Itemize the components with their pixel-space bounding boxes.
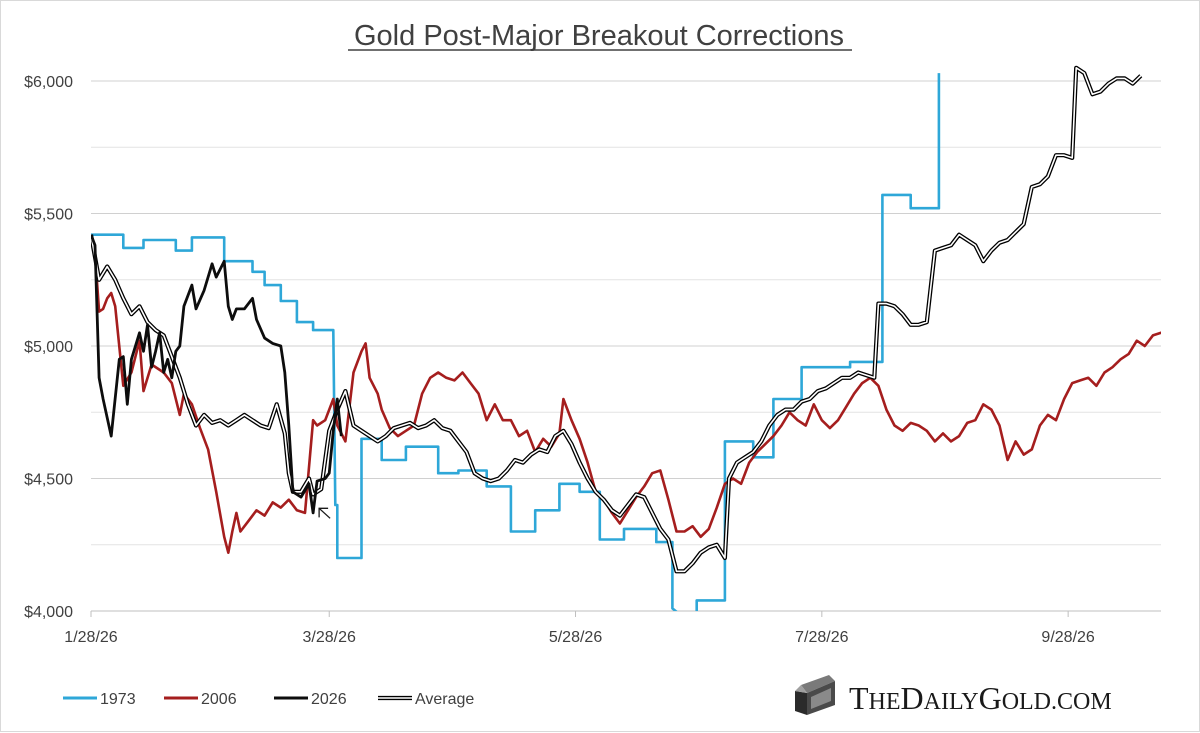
- y-tick-label: $6,000: [24, 74, 73, 91]
- annotations: [318, 507, 331, 519]
- annotation-arrow: [318, 507, 331, 519]
- brand-part2: AILY: [924, 689, 979, 715]
- x-axis-tick-labels: 1/28/26 3/28/26 5/28/26 7/28/26 9/28/26: [64, 611, 1095, 646]
- brand-part1: HE: [869, 689, 901, 715]
- series-average-line: [91, 67, 1142, 573]
- brand-d: D: [901, 680, 924, 716]
- x-tick-label: 7/28/26: [795, 629, 848, 646]
- y-tick-label: $4,500: [24, 472, 73, 489]
- x-tick-label: 3/28/26: [303, 629, 356, 646]
- brand-text: THEDAILYGOLD.COM: [849, 680, 1112, 716]
- legend-label: 2006: [201, 691, 237, 708]
- legend-label: Average: [415, 691, 474, 708]
- gridlines: [91, 80, 1161, 612]
- brand-watermark: THEDAILYGOLD.COM: [795, 675, 1112, 716]
- series-2026-line: [91, 234, 343, 515]
- x-tick-label: 9/28/26: [1041, 629, 1094, 646]
- legend-item-2006: 2006: [164, 691, 237, 708]
- legend-label: 2026: [311, 691, 347, 708]
- legend-item-2026: 2026: [274, 691, 347, 708]
- y-axis-tick-labels: $4,000 $4,500 $5,000 $5,500 $6,000: [24, 74, 73, 621]
- legend-item-1973: 1973: [63, 691, 136, 708]
- series-1973-line: [91, 73, 941, 611]
- brand-suffix: .COM: [1051, 689, 1112, 715]
- x-tick-label: 5/28/26: [549, 629, 602, 646]
- y-tick-label: $5,500: [24, 207, 73, 224]
- brand-g: G: [979, 680, 1002, 716]
- series-group: [91, 65, 1161, 611]
- brand-part3: OLD: [1002, 689, 1051, 715]
- series-average-line-outer: [91, 65, 1143, 574]
- legend-item-average: Average: [378, 691, 474, 708]
- brand-prefix: T: [849, 680, 869, 716]
- legend-label: 1973: [100, 691, 136, 708]
- chart-title: Gold Post-Major Breakout Corrections: [354, 20, 844, 52]
- x-tick-label: 1/28/26: [64, 629, 117, 646]
- y-tick-label: $5,000: [24, 339, 73, 356]
- y-tick-label: $4,000: [24, 604, 73, 621]
- series-2006-line: [91, 234, 1161, 555]
- legend: 1973 2006 2026 Average: [63, 691, 474, 708]
- gold-bar-logo-icon: [795, 675, 835, 715]
